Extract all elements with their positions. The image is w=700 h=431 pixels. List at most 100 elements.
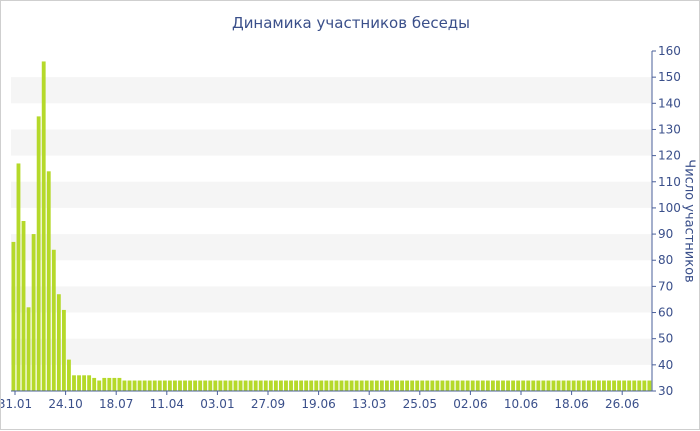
bar (218, 380, 223, 391)
y-tick-label: 140 (658, 96, 681, 110)
bar (173, 380, 177, 391)
bar (596, 380, 601, 391)
bar (405, 380, 410, 391)
bar (46, 171, 51, 391)
bar (294, 380, 298, 391)
chart-title: Динамика участников беседы (231, 14, 471, 32)
bar (602, 380, 606, 391)
y-tick-label: 110 (658, 175, 681, 189)
bar (415, 380, 420, 391)
bar (622, 380, 627, 391)
bar (56, 294, 61, 391)
bar (395, 380, 399, 391)
bar (289, 380, 293, 391)
bar (637, 380, 642, 391)
bar (112, 377, 117, 391)
bar (551, 380, 556, 391)
bars (11, 61, 652, 391)
x-tick-label: 18.06 (554, 397, 588, 411)
bar (485, 380, 490, 391)
bar (496, 380, 500, 391)
bar (82, 375, 87, 391)
bar (516, 380, 521, 391)
grid-band (11, 286, 652, 313)
bar (258, 380, 263, 391)
bar (127, 380, 132, 391)
bar (400, 380, 404, 391)
bar (208, 380, 213, 391)
bar (102, 377, 107, 391)
bar (354, 380, 359, 391)
bar (506, 380, 510, 391)
bar (152, 380, 157, 391)
bar (546, 380, 551, 391)
bar (273, 380, 278, 391)
bar (193, 380, 198, 391)
bar (445, 380, 450, 391)
grid-bands (11, 77, 652, 365)
x-tick-label: 03.01 (200, 397, 234, 411)
bar (319, 380, 324, 391)
x-tick-label: 26.06 (605, 397, 639, 411)
bar (132, 380, 137, 391)
bar (248, 380, 253, 391)
bar (178, 380, 182, 391)
bar (642, 380, 647, 391)
bar (26, 307, 31, 391)
bar (299, 380, 304, 391)
bar (591, 380, 596, 391)
grid-band (11, 129, 652, 156)
x-axis-ticks: 31.01 24.10 18.07 11.04 03.01 27.09 19.06 13.03… (1, 391, 639, 411)
bar (566, 380, 571, 391)
bar (72, 375, 76, 391)
bar (284, 380, 288, 391)
bar (460, 380, 465, 391)
bar (122, 380, 127, 391)
bar (374, 380, 379, 391)
x-tick-label: 18.07 (99, 397, 133, 411)
bar (501, 380, 505, 391)
bar (243, 380, 248, 391)
bar (556, 380, 561, 391)
bar (188, 380, 193, 391)
bar (41, 61, 46, 391)
bar (107, 377, 112, 391)
x-tick-label: 25.05 (403, 397, 437, 411)
x-tick-label: 10.06 (504, 397, 538, 411)
grid-band (11, 234, 652, 261)
bar (334, 380, 339, 391)
bar (16, 163, 21, 391)
bar (162, 380, 167, 391)
x-tick-label: 31.01 (1, 397, 32, 411)
bar (97, 380, 102, 391)
y-tick-label: 30 (658, 384, 673, 398)
bar (632, 380, 637, 391)
bar (263, 380, 268, 391)
bar (420, 380, 425, 391)
bar (268, 380, 273, 391)
bar (157, 380, 162, 391)
bar (627, 380, 632, 391)
bar (198, 380, 203, 391)
x-tick-label: 24.10 (48, 397, 82, 411)
bar (435, 380, 440, 391)
bar (612, 380, 616, 391)
bar (571, 380, 576, 391)
bar (213, 380, 218, 391)
bar (384, 380, 389, 391)
y-tick-label: 120 (658, 149, 681, 163)
bar (470, 380, 475, 391)
x-tick-label: 11.04 (150, 397, 184, 411)
bar (521, 380, 526, 391)
bar (253, 380, 258, 391)
bar (31, 234, 36, 391)
y-tick-label: 70 (658, 279, 673, 293)
bar (647, 380, 652, 391)
bar (117, 377, 122, 391)
bar (475, 380, 480, 391)
bar (430, 380, 435, 391)
bar (203, 380, 208, 391)
bar (480, 380, 485, 391)
bar (147, 380, 152, 391)
bar (379, 380, 384, 391)
